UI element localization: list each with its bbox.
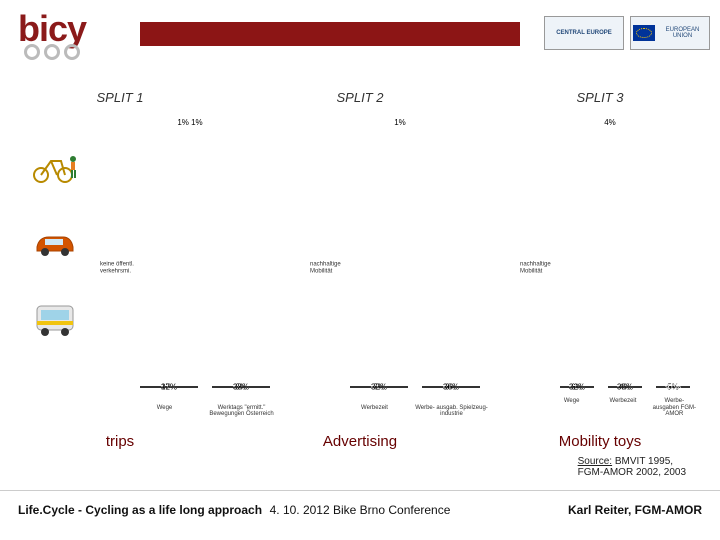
header-bar [140,22,520,46]
chart-bars: 5%57%32% 4%56%36% 5%91% [560,133,690,388]
car-icon [31,226,79,262]
footer-left: Life.Cycle - Cycling as a life long appr… [18,503,262,517]
bar: 5%56%38% [212,386,270,388]
bike-walk-icon [31,150,79,186]
chart-top-values: 1% [310,118,490,127]
source-line: Source: BMVIT 1995,FGM-AMOR 2002, 2003 [578,456,686,478]
slide: bicy CENTRAL EUROPE EUROPEAN UNION SPLIT… [0,0,720,540]
bicy-logo: bicy [18,8,128,68]
mode-icons [20,150,90,338]
partner-logos: CENTRAL EUROPE EUROPEAN UNION [544,16,710,50]
bicy-logo-wheels [24,44,80,60]
bar: 5%91% [656,386,690,388]
axis-label: Wege [546,398,597,418]
split-1-header: SPLIT 1 [30,90,210,105]
split-2-footer: Advertising [270,433,450,450]
central-europe-logo: CENTRAL EUROPE [544,16,624,50]
bar: 7%61%32% [350,386,408,388]
bar: 4%56%36% [608,386,642,388]
chart-left-label: nachhaltige Mobilität [310,261,346,274]
axis-label: Werbezeit [597,398,648,418]
axis-label: Werbe- ausgab. Spielzeug- industrie [413,405,490,418]
segment-value: 91% [665,383,681,392]
split-headers: SPLIT 1 SPLIT 2 SPLIT 3 [0,90,720,105]
split-1-footer: trips [30,433,210,450]
axis-label: Werbe- ausgaben FGM-AMOR [649,398,700,418]
segment-value: 32% [161,383,177,392]
footer-right: Karl Reiter, FGM-AMOR [568,503,702,517]
source-label: Source: [578,456,612,467]
chart-bars: 7%61%32% 3%61%36% [350,133,480,388]
split-3-header: SPLIT 3 [510,90,690,105]
split-2-header: SPLIT 2 [270,90,450,105]
eu-flag-icon [633,25,655,41]
chart-axis: WegeWerktags "ermitt." Bewegungen Österr… [126,405,280,418]
charts-row: 1% 1% keine öffentl. verkehrsmi. 17%51%32%… [100,118,700,418]
chart-1: 1% 1% keine öffentl. verkehrsmi. 17%51%32%… [100,118,280,418]
axis-label: Wege [126,405,203,418]
chart-3: 4%nachhaltige Mobilität5%57%32%4%56%36%5… [520,118,700,418]
chart-left-label: keine öffentl. verkehrsmi. [100,261,136,274]
chart-top-values: 4% [520,118,700,127]
chart-left-label: nachhaltige Mobilität [520,261,556,274]
header: bicy CENTRAL EUROPE EUROPEAN UNION [0,0,720,70]
segment-value: 32% [371,383,387,392]
chart-axis: WerbezeitWerbe- ausgab. Spielzeug- indus… [336,405,490,418]
segment-value: 32% [569,383,585,392]
chart-axis: WegeWerbezeitWerbe- ausgaben FGM-AMOR [546,398,700,418]
chart-top-values: 1% 1% [100,118,280,127]
segment-value: 36% [443,383,459,392]
bar: 3%61%36% [422,386,480,388]
body: SPLIT 1 SPLIT 2 SPLIT 3 1% 1% keine öffen… [0,90,720,480]
bar: 17%51%32% [140,386,198,388]
chart-bars: 17%51%32% 5%56%38% [140,133,270,388]
split-footers: trips Advertising Mobility toys [0,433,720,450]
segment-value: 38% [233,383,249,392]
footer-mid: 4. 10. 2012 Bike Brno Conference [270,503,451,517]
axis-label: Werbezeit [336,405,413,418]
axis-label: Werktags "ermitt." Bewegungen Österreich [203,405,280,418]
segment-value: 36% [617,383,633,392]
eu-logo: EUROPEAN UNION [630,16,710,50]
bar: 5%57%32% [560,386,594,388]
footer: Life.Cycle - Cycling as a life long appr… [0,490,720,540]
chart-2: 1% nachhaltige Mobilität 7%61%32% 3%61%36% W… [310,118,490,418]
split-3-footer: Mobility toys [510,433,690,450]
bus-icon [31,302,79,338]
